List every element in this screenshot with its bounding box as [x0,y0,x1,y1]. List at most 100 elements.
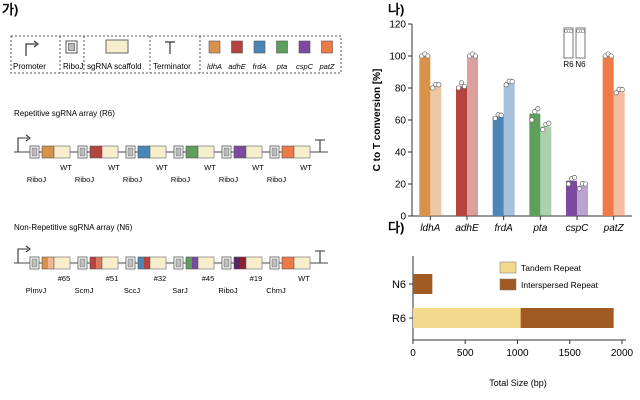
y-tick-label: 100 [389,52,406,63]
spacer-block [90,146,102,158]
riboj-core-icon [175,147,182,157]
riboj-core-icon [271,147,278,157]
replicate-point [619,87,625,93]
n6-spacer-label: #51 [106,274,119,283]
n6-array: #65 #51 #32 #45 #19 WT PlmvJ ScmJ SccJ SarJ RiboJ C… [14,245,328,295]
panel-label-b: 나) [388,2,404,17]
spacer-block [234,146,246,158]
gene-swatch-patZ [321,40,333,54]
x-tick-label: 1000 [506,348,529,359]
x-tick-label-frdA: frdA [494,223,513,234]
spacer-block [282,146,294,158]
gene-swatch-cspC [298,40,311,54]
x-tick-label: 1500 [559,348,582,359]
legend-swatch-0 [499,261,517,274]
y-tick-label: 0 [400,212,406,223]
gene-swatch-frdA [253,40,266,54]
riboj-core-icon [271,258,278,268]
spacer-block [240,257,246,269]
n6-spacer-label: #65 [58,274,71,283]
parts-legend: Promoter RiboJ sgRNA scaffold Terminator… [10,35,342,74]
bar-R6-frdA [492,116,504,216]
x-tick-label-cspC: cspC [566,223,590,234]
r6-scaffold-label: WT [204,163,216,172]
legend-r6-icon [563,27,574,59]
r6-scaffold-label: WT [300,163,312,172]
spacer-block [90,257,96,269]
x-tick-label: 2000 [611,348,634,359]
replicate-point [503,82,509,88]
riboj-core-icon [31,258,38,268]
n6-riboj-label: RiboJ [218,286,237,295]
n6-riboj-label: PlmvJ [26,286,47,295]
spacer-block [138,257,144,269]
riboj-core-icon [175,258,182,268]
gene-swatch-adhE [231,40,243,54]
r6-riboj-label: RiboJ [123,175,142,184]
n6-spacer-label: WT [298,274,310,283]
scaffold-block [197,256,215,270]
replicate-point [571,175,578,181]
y-tick-label: 20 [395,180,407,191]
legend-promoter: Promoter [13,62,46,71]
bar-N6-1 [413,274,433,294]
replicate-point [498,112,504,118]
riboj-core-icon [79,258,86,268]
legend-label-1: Interspersed Repeat [521,280,599,290]
replicate-point [472,53,479,59]
scaffold-block [53,145,71,159]
bar-R6-adhE [456,86,467,217]
bar-chart-ylabel: C to T conversion [%] [372,69,383,172]
replicate-point [436,82,442,88]
spacer-block [42,257,48,269]
scaffold-block [53,256,71,270]
scaffold-block [101,256,119,270]
promoter-arrow-icon [25,245,31,253]
terminator-icon [165,41,175,54]
legend-label-0: Tandem Repeat [521,263,582,273]
spacer-block [48,257,54,269]
gene-swatch-ldhA [208,40,221,54]
scaffold-block [293,145,311,159]
spacer-block [192,257,198,269]
gene-label-cspC: cspC [296,62,314,71]
replicate-point [461,83,468,89]
promoter-icon [25,43,36,56]
n6-spacer-label: #19 [250,274,263,283]
promoter-arrow-icon [25,134,31,142]
x-tick-label: 0 [410,348,416,359]
replicate-point [509,79,515,85]
replicate-point [613,90,619,96]
y-tick-label: 40 [395,148,407,159]
bar-N6-frdA [503,83,515,216]
replicate-point [458,80,465,86]
replicate-point [546,120,552,126]
replicate-point [576,186,583,192]
gene-label-frdA: frdA [253,62,267,71]
replicate-point [540,127,546,133]
conversion-bar-chart: 0 20 40 60 80 100 120 ldhA adhE frdA pta cspC patZ R6… [389,20,632,234]
riboj-core-icon [79,147,86,157]
legend-scaffold: sgRNA scaffold [87,62,142,71]
bar-R6-0 [413,308,521,328]
scaffold-block [149,145,167,159]
legend-terminator: Terminator [153,62,191,71]
legend-swatch-1 [499,278,517,291]
replicate-point [455,85,462,91]
r6-riboj-label: RiboJ [75,175,94,184]
r6-title: Repetitive sgRNA array (R6) [14,109,115,118]
r6-scaffold-label: WT [252,163,264,172]
n6-spacer-label: #32 [154,274,167,283]
scaffold-block [101,145,119,159]
bar-R6-cspC [566,180,577,216]
legend-n6-label: N6 [575,60,586,69]
y-tick-label: 60 [395,116,407,127]
riboj-core-icon [223,147,230,157]
legend-n6-icon [575,27,586,59]
bar-R6-ldhA [419,56,431,216]
r6-scaffold-label: WT [60,163,72,172]
terminator-icon [315,250,325,263]
total-size-chart: 0 500 1000 1500 2000 N6 R6 Tandem Repeat Intersp… [392,256,634,359]
riboj-core-icon [223,258,230,268]
bar-N6-pta [540,126,552,216]
